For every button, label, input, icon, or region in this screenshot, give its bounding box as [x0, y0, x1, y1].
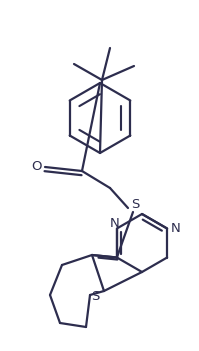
Text: N: N [171, 222, 181, 235]
Text: N: N [110, 217, 120, 230]
Text: S: S [131, 198, 139, 211]
Text: O: O [32, 160, 42, 173]
Text: S: S [91, 290, 99, 303]
